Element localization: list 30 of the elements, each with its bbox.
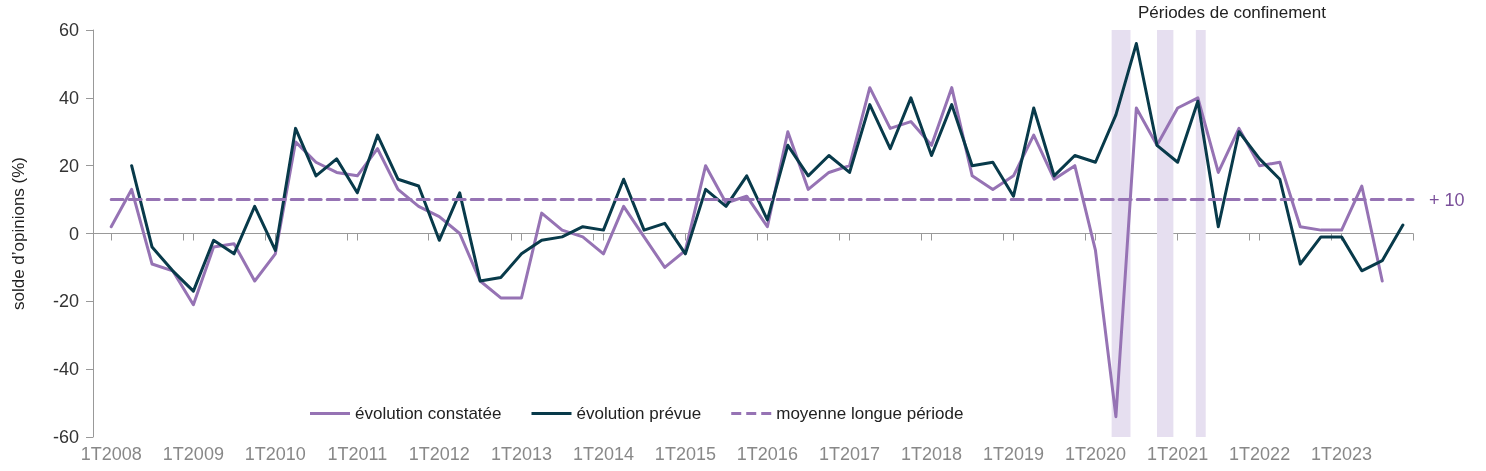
legend-label: moyenne longue période bbox=[776, 404, 964, 423]
y-tick-label: 0 bbox=[68, 223, 79, 244]
legend-label: évolution constatée bbox=[355, 404, 502, 423]
x-tick-label: 1T2018 bbox=[901, 444, 963, 464]
x-tick-label: 1T2011 bbox=[327, 444, 388, 464]
x-tick-label: 1T2010 bbox=[244, 444, 306, 464]
y-tick-label: 40 bbox=[58, 87, 79, 108]
x-tick-label: 1T2013 bbox=[490, 444, 552, 464]
annotation: + 10 bbox=[1429, 189, 1465, 210]
text: Périodes de confinement bbox=[1137, 3, 1327, 22]
x-tick-label: 1T2014 bbox=[572, 444, 634, 464]
x-tick-label: 1T2012 bbox=[408, 444, 470, 464]
x-tick-label: 1T2015 bbox=[654, 444, 716, 464]
x-tick-label: 1T2016 bbox=[736, 444, 798, 464]
x-tick-label: 1T2008 bbox=[80, 444, 142, 464]
y-tick-label: 60 bbox=[58, 20, 79, 40]
x-tick-label: 1T2022 bbox=[1229, 444, 1291, 464]
legend-label: évolution prévue bbox=[576, 404, 702, 423]
y-tick-label: -60 bbox=[52, 427, 79, 447]
y-axis-title: solde d’opinions (%) bbox=[9, 156, 28, 311]
x-tick-label: 1T2017 bbox=[819, 444, 881, 464]
y-tick-label: 20 bbox=[58, 155, 79, 176]
line-series bbox=[130, 42, 1405, 293]
x-tick-label: 1T2020 bbox=[1064, 444, 1126, 464]
y-tick-label: -40 bbox=[52, 359, 79, 380]
y-tick-label: -20 bbox=[52, 291, 79, 312]
x-tick-label: 1T2009 bbox=[162, 444, 224, 464]
x-tick-label: 1T2021 bbox=[1147, 444, 1209, 464]
x-tick-label: 1T2019 bbox=[982, 444, 1045, 464]
x-tick-label: 1T2023 bbox=[1311, 444, 1373, 464]
